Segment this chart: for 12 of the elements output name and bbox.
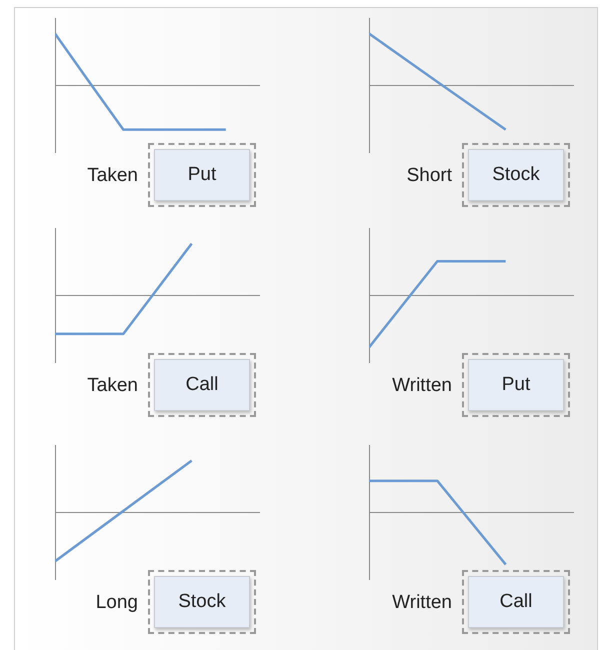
text: Written	[392, 592, 452, 614]
button-outline: Stock	[462, 143, 570, 207]
button-outline: Put	[148, 143, 256, 207]
text: Short	[406, 165, 452, 187]
button-outline: Call	[148, 353, 256, 417]
text: Long	[96, 592, 138, 614]
text: Taken	[87, 375, 138, 397]
button-outline: Call	[462, 570, 570, 634]
text: Written	[392, 375, 452, 397]
button-outline: Stock	[148, 570, 256, 634]
text: Taken	[87, 165, 138, 187]
button-outline: Put	[462, 353, 570, 417]
